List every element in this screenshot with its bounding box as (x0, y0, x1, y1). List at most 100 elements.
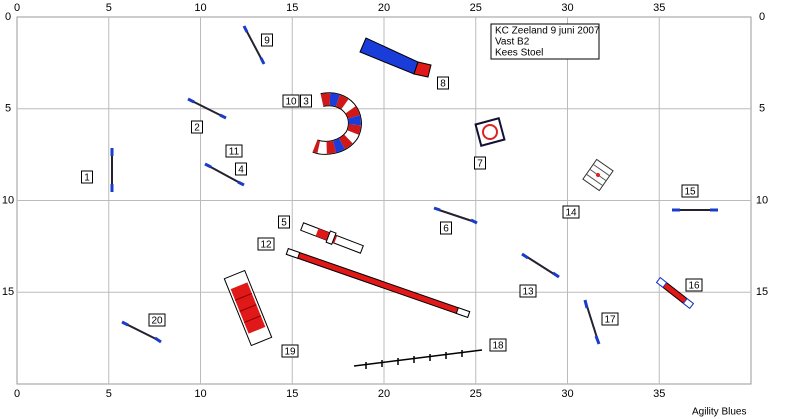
y-tick-label: 10 (2, 194, 14, 206)
label-text: 2 (194, 123, 200, 134)
jump (204, 162, 245, 187)
label-box (440, 221, 452, 235)
label-text: 8 (440, 79, 446, 90)
info-line: KC Zeeland 9 juni 2007 (495, 26, 600, 37)
obstacle-number: 15 (681, 184, 699, 198)
label-box (489, 338, 507, 352)
label-text: 16 (688, 281, 700, 292)
label-box (437, 76, 449, 90)
obstacle-number: 14 (562, 205, 580, 219)
obstacle-number: 11 (225, 144, 243, 158)
info-box (490, 23, 600, 60)
obstacle-number: 8 (437, 76, 449, 90)
x-tick-label: 20 (378, 388, 390, 400)
x-tick-label: 35 (653, 2, 665, 14)
obstacles (110, 25, 718, 369)
table (582, 158, 614, 192)
grid (17, 17, 751, 384)
label-box (261, 33, 273, 47)
obstacle-number: 13 (519, 284, 537, 298)
obstacle-number: 9 (261, 33, 273, 47)
x-tick-label: 10 (194, 388, 206, 400)
label-box (81, 170, 93, 184)
weave-poles (353, 349, 483, 369)
label-text: 18 (492, 341, 504, 352)
label-box (685, 278, 703, 292)
x-tick-label: 30 (561, 2, 573, 14)
label-text: 7 (477, 159, 483, 170)
x-tick-label: 15 (286, 388, 298, 400)
obstacle-number: 12 (257, 237, 275, 251)
label-text: 1 (84, 173, 90, 184)
x-tick-label: 35 (653, 388, 665, 400)
tunnel (359, 37, 432, 78)
label-text: 9 (264, 36, 270, 47)
obstacle-number: 7 (474, 156, 486, 170)
info-line: Kees Stoel (495, 48, 543, 59)
jump (121, 320, 162, 344)
jump (242, 25, 266, 65)
label-text: 17 (604, 315, 616, 326)
x-tick-label: 15 (286, 2, 298, 14)
obstacle-number: 10 (282, 94, 300, 108)
label-box (562, 205, 580, 219)
label-box (278, 215, 290, 229)
obstacle-number: 3 (300, 94, 312, 108)
jump (187, 97, 227, 120)
jump (433, 206, 478, 225)
obstacle-number: 17 (601, 312, 619, 326)
jump (521, 252, 560, 279)
label-text: 5 (281, 218, 287, 229)
label-box (225, 144, 243, 158)
obstacle-number: 6 (440, 221, 452, 235)
label-box (681, 184, 699, 198)
long-jump (655, 277, 695, 309)
tire (474, 117, 506, 147)
x-tick-label: 25 (470, 2, 482, 14)
obstacle-number: 20 (148, 313, 166, 327)
obstacle-number: 1 (81, 170, 93, 184)
curved-tunnel (312, 92, 362, 155)
obstacle-number: 19 (281, 344, 299, 358)
obstacle-number: 5 (278, 215, 290, 229)
y-tick-label: 5 (5, 103, 11, 115)
x-tick-label: 25 (470, 388, 482, 400)
y-tick-label: 15 (2, 286, 14, 298)
label-box (300, 94, 312, 108)
label-text: 12 (260, 240, 272, 251)
footer: Agility Blues (692, 407, 746, 418)
y-tick-label: 5 (759, 103, 765, 115)
label-text: 6 (443, 224, 449, 235)
obstacle-number: 2 (191, 120, 203, 134)
label-box (282, 94, 300, 108)
y-tick-label: 0 (5, 11, 11, 23)
label-box (601, 312, 619, 326)
x-tick-label: 10 (194, 2, 206, 14)
label-box (148, 313, 166, 327)
x-tick-label: 5 (106, 388, 112, 400)
info-line: Vast B2 (495, 37, 530, 48)
x-tick-label: 5 (106, 2, 112, 14)
obstacle-number: 18 (489, 338, 507, 352)
a-frame (223, 269, 273, 347)
label-text: 4 (238, 165, 244, 176)
y-tick-label: 0 (759, 11, 765, 23)
label-box (191, 120, 203, 134)
label-text: 11 (229, 147, 240, 158)
label-text: 15 (684, 187, 696, 198)
label-text: 14 (565, 208, 577, 219)
label-text: 3 (303, 97, 309, 108)
label-text: 19 (284, 347, 296, 358)
label-box (474, 156, 486, 170)
y-tick-label: 15 (756, 286, 768, 298)
label-box (519, 284, 537, 298)
label-box (257, 237, 275, 251)
x-tick-label: 20 (378, 2, 390, 14)
seesaw (300, 222, 364, 254)
jump (583, 299, 601, 345)
label-box (235, 162, 247, 176)
x-tick-label: 0 (14, 2, 20, 14)
obstacle-number: 16 (685, 278, 703, 292)
